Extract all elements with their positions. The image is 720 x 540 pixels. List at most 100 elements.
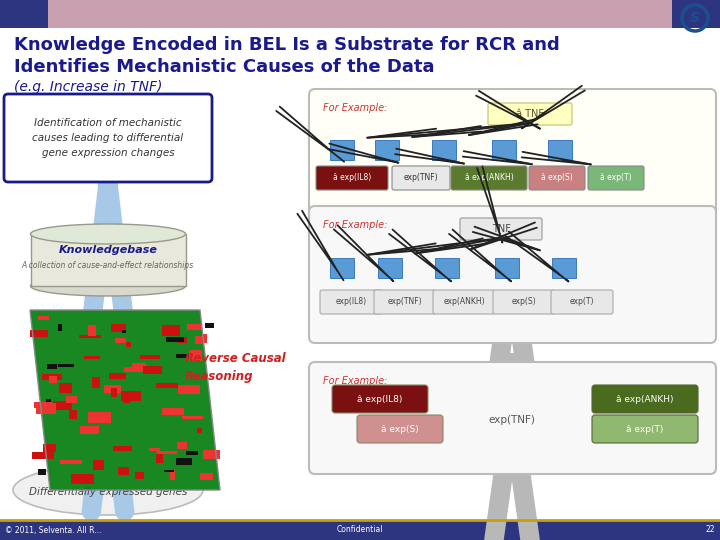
FancyBboxPatch shape: [552, 258, 576, 278]
FancyBboxPatch shape: [0, 0, 720, 28]
FancyBboxPatch shape: [176, 458, 192, 465]
Text: Reverse Causal
Reasoning: Reverse Causal Reasoning: [185, 352, 286, 383]
FancyBboxPatch shape: [53, 401, 72, 410]
FancyBboxPatch shape: [186, 325, 202, 330]
Polygon shape: [30, 310, 220, 490]
FancyBboxPatch shape: [42, 375, 55, 379]
FancyBboxPatch shape: [111, 388, 117, 397]
FancyBboxPatch shape: [60, 460, 82, 464]
FancyBboxPatch shape: [548, 140, 572, 160]
FancyBboxPatch shape: [451, 166, 527, 190]
FancyBboxPatch shape: [38, 316, 49, 320]
FancyBboxPatch shape: [140, 355, 160, 359]
FancyBboxPatch shape: [203, 450, 220, 459]
Text: exp(T): exp(T): [570, 298, 594, 307]
FancyBboxPatch shape: [135, 472, 144, 479]
Text: Knowledge Encoded in BEL Is a Substrate for RCR and: Knowledge Encoded in BEL Is a Substrate …: [14, 36, 559, 54]
Text: (e.g. Increase in TNF): (e.g. Increase in TNF): [14, 80, 163, 94]
FancyBboxPatch shape: [330, 140, 354, 160]
FancyBboxPatch shape: [672, 0, 720, 28]
Text: For Example:: For Example:: [323, 103, 387, 113]
FancyBboxPatch shape: [166, 338, 184, 342]
Text: exp(TNF): exp(TNF): [387, 298, 423, 307]
FancyBboxPatch shape: [374, 290, 436, 314]
Text: exp(ANKH): exp(ANKH): [444, 298, 485, 307]
FancyBboxPatch shape: [156, 455, 163, 463]
FancyBboxPatch shape: [71, 474, 94, 484]
Text: Differentially expressed genes: Differentially expressed genes: [29, 487, 187, 497]
FancyBboxPatch shape: [122, 391, 141, 401]
FancyBboxPatch shape: [34, 402, 52, 408]
FancyBboxPatch shape: [493, 290, 555, 314]
FancyBboxPatch shape: [332, 385, 428, 413]
FancyBboxPatch shape: [375, 140, 399, 160]
FancyBboxPatch shape: [46, 399, 50, 402]
FancyBboxPatch shape: [4, 94, 212, 182]
FancyBboxPatch shape: [162, 408, 184, 415]
Text: exp(TNF): exp(TNF): [404, 173, 438, 183]
FancyBboxPatch shape: [195, 336, 204, 345]
FancyBboxPatch shape: [109, 373, 127, 379]
FancyBboxPatch shape: [58, 364, 74, 367]
FancyBboxPatch shape: [132, 363, 146, 371]
FancyBboxPatch shape: [126, 342, 131, 347]
FancyBboxPatch shape: [179, 384, 200, 394]
FancyBboxPatch shape: [94, 460, 104, 470]
FancyBboxPatch shape: [197, 428, 202, 433]
FancyBboxPatch shape: [49, 376, 58, 382]
FancyBboxPatch shape: [492, 140, 516, 160]
FancyBboxPatch shape: [202, 334, 207, 343]
Ellipse shape: [30, 224, 186, 244]
FancyBboxPatch shape: [309, 89, 716, 216]
Text: â exp(ANKH): â exp(ANKH): [616, 395, 674, 403]
Text: Confidential: Confidential: [337, 525, 383, 535]
FancyBboxPatch shape: [161, 325, 181, 336]
FancyBboxPatch shape: [37, 469, 46, 475]
FancyBboxPatch shape: [316, 166, 388, 190]
Text: â exp(S): â exp(S): [381, 424, 419, 434]
FancyBboxPatch shape: [177, 336, 187, 343]
FancyBboxPatch shape: [588, 166, 644, 190]
FancyBboxPatch shape: [88, 325, 96, 335]
FancyBboxPatch shape: [118, 467, 130, 475]
Ellipse shape: [13, 465, 203, 515]
FancyBboxPatch shape: [0, 520, 720, 540]
FancyBboxPatch shape: [186, 451, 198, 455]
FancyBboxPatch shape: [36, 403, 56, 414]
FancyBboxPatch shape: [432, 140, 456, 160]
Text: A collection of cause-and-effect relationships: A collection of cause-and-effect relatio…: [22, 260, 194, 269]
FancyBboxPatch shape: [488, 103, 572, 125]
FancyBboxPatch shape: [551, 290, 613, 314]
Text: exp(TNF): exp(TNF): [489, 415, 536, 425]
FancyBboxPatch shape: [529, 166, 585, 190]
FancyBboxPatch shape: [59, 383, 72, 393]
FancyBboxPatch shape: [115, 338, 126, 343]
FancyBboxPatch shape: [205, 323, 214, 328]
FancyBboxPatch shape: [149, 448, 161, 451]
FancyBboxPatch shape: [143, 366, 162, 374]
FancyBboxPatch shape: [330, 258, 354, 278]
FancyBboxPatch shape: [460, 218, 542, 240]
FancyBboxPatch shape: [200, 472, 213, 481]
Text: Identifies Mechanistic Causes of the Data: Identifies Mechanistic Causes of the Dat…: [14, 58, 434, 76]
FancyBboxPatch shape: [30, 330, 48, 338]
Text: exp(IL8): exp(IL8): [336, 298, 366, 307]
FancyBboxPatch shape: [31, 234, 186, 286]
Text: â exp(T): â exp(T): [626, 424, 664, 434]
FancyBboxPatch shape: [189, 350, 202, 361]
FancyBboxPatch shape: [81, 426, 99, 434]
FancyBboxPatch shape: [78, 335, 101, 338]
FancyBboxPatch shape: [88, 413, 111, 423]
Text: © 2011, Selventa. All R...: © 2011, Selventa. All R...: [5, 525, 102, 535]
FancyBboxPatch shape: [378, 258, 402, 278]
FancyBboxPatch shape: [592, 385, 698, 413]
FancyBboxPatch shape: [58, 323, 62, 332]
FancyBboxPatch shape: [592, 415, 698, 443]
FancyBboxPatch shape: [309, 362, 716, 474]
FancyBboxPatch shape: [357, 415, 443, 443]
Text: Identification of mechanistic
causes leading to differential
gene expression cha: Identification of mechanistic causes lea…: [32, 118, 184, 158]
FancyBboxPatch shape: [170, 470, 175, 480]
FancyBboxPatch shape: [320, 290, 382, 314]
Text: For Example:: For Example:: [323, 376, 387, 386]
Text: â exp(T): â exp(T): [600, 173, 632, 183]
